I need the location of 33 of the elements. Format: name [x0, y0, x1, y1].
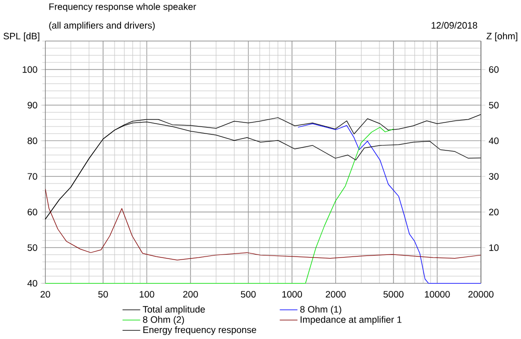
- y2-axis-title: Z [ohm]: [486, 32, 518, 42]
- x-tick-label: 200: [183, 291, 198, 298]
- x-tick-label: 10000: [424, 291, 450, 298]
- y2-tick-label: 50: [489, 102, 499, 109]
- x-tick-label: 20: [40, 291, 50, 298]
- y2-tick-label: 10: [489, 244, 499, 252]
- y2-tick-label: 40: [488, 138, 499, 144]
- legend-label: Energy frequency response: [143, 326, 256, 336]
- x-tick-label: 100: [140, 291, 154, 298]
- y-tick-label: 50: [28, 244, 38, 252]
- x-tick-label: 50: [98, 291, 108, 298]
- y-tick-label: 90: [28, 102, 38, 109]
- y-axis-title: SPL [dB]: [4, 32, 40, 42]
- y2-tick-label: 60: [489, 66, 499, 74]
- legend-label: Total amplitude: [142, 306, 205, 315]
- x-tick-label: 2000: [326, 291, 346, 298]
- x-tick-label: 20000: [468, 291, 494, 298]
- y-tick-label: 60: [28, 208, 38, 216]
- y-tick-label: 70: [28, 173, 38, 180]
- x-tick-label: 500: [240, 291, 256, 298]
- y2-tick-label: 30: [488, 173, 499, 180]
- legend-label: Impedance at amplifier 1: [300, 316, 402, 325]
- y-tick-label: 100: [22, 66, 38, 74]
- chart-title: Frequency response whole speaker: [49, 3, 196, 12]
- legend-label: 8 Ohm (1): [300, 306, 342, 315]
- text: 12/09/2018: [432, 22, 478, 29]
- y-tick-label: 80: [28, 138, 38, 144]
- y2-tick-label: 20: [489, 208, 499, 216]
- x-tick-label: 5000: [383, 291, 404, 298]
- y-tick-label: 40: [27, 280, 38, 287]
- legend-label: 8 Ohm (2): [143, 316, 184, 325]
- chart-subtitle: (all amplifiers and drivers): [49, 22, 155, 31]
- x-tick-label: 1000: [282, 291, 302, 298]
